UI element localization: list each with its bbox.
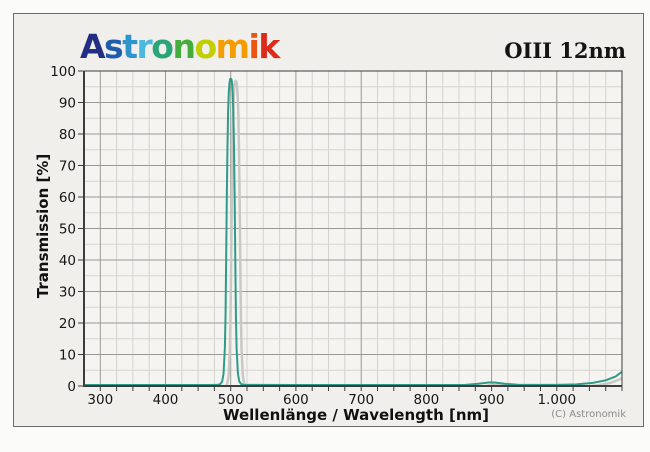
x-tick-label: 400 xyxy=(153,392,179,408)
x-tick-labels: 300 400 500 600 700 800 900 1.000 xyxy=(87,392,576,408)
y-tick-label: 0 xyxy=(67,379,76,395)
x-tick-label: 500 xyxy=(218,392,244,408)
y-tick-label: 90 xyxy=(59,96,76,112)
transmission-chart: 300 400 500 600 700 800 900 1.000 0 10 20 30 40 50 60… xyxy=(34,64,623,424)
x-tick-label: 300 xyxy=(87,392,113,408)
y-tick-label: 40 xyxy=(59,253,76,269)
axis-lines xyxy=(83,71,622,387)
y-tick-label: 50 xyxy=(59,222,76,238)
logo-letter: n xyxy=(172,27,196,66)
y-tick-label: 20 xyxy=(59,316,76,332)
logo-letter: s xyxy=(104,27,124,66)
logo-letter: o xyxy=(151,27,174,66)
logo-letter: A xyxy=(80,27,106,66)
brand-logo: Astronomik xyxy=(80,27,280,66)
x-tick-label: 1.000 xyxy=(537,392,576,408)
copyright-text: (C) Astronomik xyxy=(551,409,626,420)
x-axis-title: Wellenlänge / Wavelength [nm] xyxy=(223,406,489,424)
x-tick-label: 600 xyxy=(283,392,309,408)
y-tick-label: 10 xyxy=(59,348,76,364)
logo-letter: o xyxy=(194,27,217,66)
chart-title: OIII 12nm xyxy=(504,38,626,63)
y-tick-labels: 0 10 20 30 40 50 60 70 80 90 100 xyxy=(50,64,76,395)
grid-major-lines xyxy=(84,71,622,386)
logo-letter: m xyxy=(215,27,250,66)
logo-letter: k xyxy=(258,27,280,66)
y-tick-label: 100 xyxy=(50,64,76,80)
logo-letter: r xyxy=(136,27,152,66)
y-tick-label: 30 xyxy=(59,285,76,301)
y-tick-label: 80 xyxy=(59,127,76,143)
transmission-curve xyxy=(84,77,622,386)
x-tick-label: 900 xyxy=(479,392,505,408)
y-axis-title: Transmission [%] xyxy=(34,154,52,298)
logo-letter: i xyxy=(248,27,260,66)
x-tick-label: 700 xyxy=(348,392,374,408)
x-tick-label: 800 xyxy=(414,392,440,408)
axis-ticks xyxy=(78,70,623,391)
y-tick-label: 70 xyxy=(59,159,76,175)
chart-frame: Astronomik OIII 12nm 300 400 500 600 700 800 9… xyxy=(13,13,644,427)
logo-letter: t xyxy=(122,27,138,66)
y-tick-label: 60 xyxy=(59,190,76,206)
